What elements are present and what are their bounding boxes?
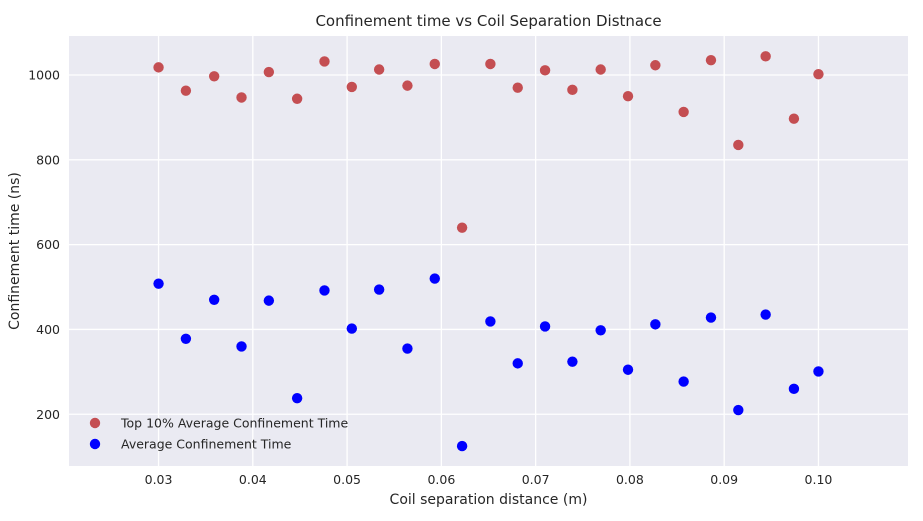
- average-point: [373, 284, 385, 295]
- legend-label: Average Confinement Time: [121, 437, 292, 452]
- average-point: [208, 294, 220, 305]
- top10-point: [208, 71, 220, 82]
- top10-point: [319, 56, 330, 67]
- average-point: [319, 285, 330, 296]
- average-point: [456, 440, 468, 452]
- average-point: [291, 392, 303, 404]
- average-point: [402, 343, 413, 354]
- average-point: [813, 366, 824, 377]
- legend-marker: [89, 417, 101, 429]
- top10-point: [153, 62, 164, 73]
- top10-point: [429, 58, 440, 70]
- plot-area: [69, 36, 908, 466]
- legend: Top 10% Average Confinement Time Average …: [89, 416, 348, 452]
- legend-marker: [89, 438, 101, 450]
- top10-point: [678, 106, 689, 118]
- top10-point: [760, 51, 771, 62]
- average-point: [180, 333, 192, 344]
- average-point: [567, 356, 578, 367]
- top10-point: [291, 93, 303, 104]
- top10-point: [456, 222, 468, 233]
- top10-point: [373, 64, 385, 75]
- top10-point: [346, 81, 358, 93]
- x-tick-label: 0.10: [805, 472, 833, 487]
- x-tick-label: 0.06: [427, 472, 455, 487]
- top10-point: [236, 92, 247, 103]
- y-tick-labels: 200 400 600 800 1000: [28, 68, 60, 422]
- y-tick-label: 600: [36, 237, 60, 252]
- average-point: [429, 273, 440, 284]
- x-axis-label: Coil separation distance (m): [390, 492, 588, 508]
- average-point: [263, 295, 275, 306]
- legend-label: Top 10% Average Confinement Time: [120, 416, 348, 431]
- x-tick-label: 0.03: [145, 472, 173, 487]
- top10-point: [567, 84, 578, 96]
- average-point: [236, 341, 247, 352]
- top10-point: [539, 65, 551, 76]
- average-point: [705, 312, 717, 323]
- average-point: [595, 325, 606, 336]
- top10-point: [485, 58, 496, 70]
- top10-point: [813, 68, 824, 80]
- average-point: [650, 319, 661, 330]
- top10-point: [263, 66, 275, 78]
- x-tick-label: 0.05: [333, 472, 361, 487]
- top10-point: [180, 85, 192, 96]
- top10-point: [595, 64, 606, 75]
- x-tick-label: 0.09: [710, 472, 738, 487]
- average-point: [733, 404, 744, 416]
- average-point: [512, 358, 523, 369]
- x-tick-label: 0.08: [616, 472, 644, 487]
- top10-point: [650, 60, 661, 71]
- average-point: [678, 376, 689, 387]
- y-tick-label: 800: [36, 152, 60, 167]
- average-point: [788, 383, 800, 395]
- x-tick-labels: 0.03 0.04 0.05 0.06 0.07 0.08 0.09 0.10: [145, 472, 833, 487]
- grid: [69, 36, 908, 466]
- y-tick-label: 1000: [28, 68, 60, 83]
- top10-point: [512, 82, 523, 93]
- top10-point: [733, 139, 744, 151]
- average-point: [760, 309, 771, 320]
- y-tick-label: 400: [36, 322, 60, 337]
- average-point: [346, 323, 358, 334]
- top10-point: [788, 113, 800, 124]
- x-tick-label: 0.07: [522, 472, 550, 487]
- y-axis-label: Confinement time (ns): [7, 172, 23, 330]
- data-points: [153, 51, 824, 452]
- y-tick-label: 200: [36, 407, 60, 422]
- chart-title: Confinement time vs Coil Separation Dist…: [315, 12, 661, 30]
- x-tick-label: 0.04: [239, 472, 267, 487]
- average-point: [153, 278, 164, 289]
- average-point: [539, 321, 551, 332]
- top10-point: [705, 54, 717, 66]
- average-point: [485, 316, 496, 327]
- top10-point: [622, 91, 634, 102]
- average-point: [622, 364, 634, 375]
- top10-point: [402, 80, 413, 91]
